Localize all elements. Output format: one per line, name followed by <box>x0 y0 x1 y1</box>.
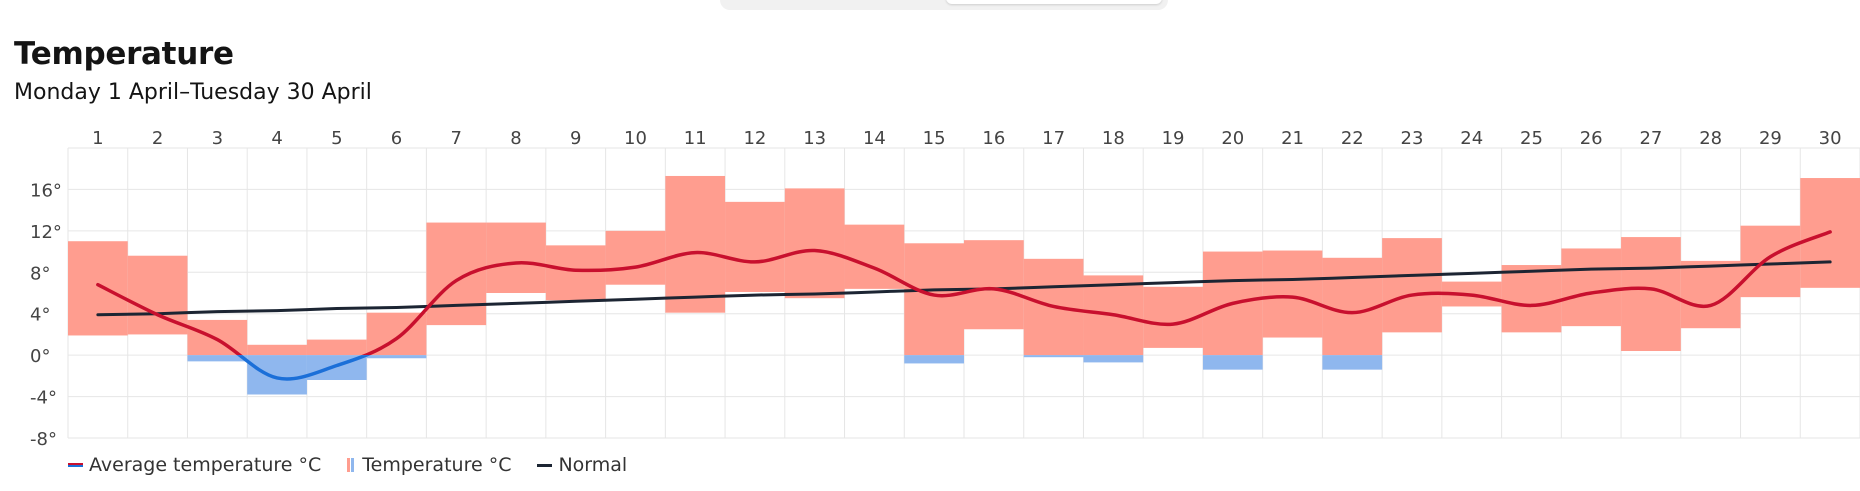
x-tick-label: 15 <box>923 128 946 149</box>
chart-legend: Average temperature °C Temperature °C No… <box>68 454 653 476</box>
normal-layer <box>96 260 1832 317</box>
temperature-bar-cold <box>904 355 964 364</box>
x-tick-label: 26 <box>1580 128 1603 149</box>
x-tick-label: 17 <box>1042 128 1065 149</box>
x-tick-label: 7 <box>451 128 462 149</box>
temperature-bar-warm <box>68 241 128 336</box>
temperature-chart: 16°12°8°4°0°-4°-8°1 2 3 4 5 6 7 8 9 10 11 12 13 14 15 1… <box>30 128 1860 450</box>
temperature-swatch-icon <box>347 458 355 472</box>
legend-item-normal[interactable]: Normal <box>537 454 627 476</box>
x-tick-label: 24 <box>1460 128 1483 149</box>
x-tick-label: 2 <box>152 128 163 149</box>
y-tick-label: 16° <box>30 180 62 201</box>
legend-item-average[interactable]: Average temperature °C <box>68 454 321 476</box>
normal-swatch-icon <box>537 463 553 467</box>
x-tick-label: 16 <box>982 128 1005 149</box>
temperature-bar-cold <box>1202 355 1263 370</box>
x-tick-label: 25 <box>1520 128 1543 149</box>
temperature-bar-warm <box>486 222 546 293</box>
average-line-warm <box>96 230 1832 356</box>
average-swatch-icon <box>68 463 83 467</box>
temperature-bar-warm <box>247 344 307 356</box>
x-tick-label: 21 <box>1281 128 1304 149</box>
temperature-bar-warm <box>725 201 785 292</box>
temperature-bar-warm <box>1501 265 1562 333</box>
legend-average-label: Average temperature °C <box>89 454 322 476</box>
x-tick-label: 29 <box>1759 128 1782 149</box>
ticks-layer: 16°12°8°4°0°-4°-8°1 2 3 4 5 6 7 8 9 10 11 12 13 14 15 1… <box>30 128 1842 450</box>
x-tick-label: 8 <box>510 128 521 149</box>
legend-temperature-label: Temperature °C <box>362 454 512 476</box>
temperature-bar-warm <box>426 222 487 326</box>
temperature-bar-warm <box>1322 257 1383 356</box>
chart-subtitle: Monday 1 April–Tuesday 30 April <box>14 80 372 105</box>
x-tick-label: 12 <box>743 128 766 149</box>
x-tick-label: 6 <box>391 128 402 149</box>
temperature-bar-warm <box>187 319 248 356</box>
temperature-bar-warm <box>904 243 964 356</box>
temperature-bar-warm <box>1740 225 1801 298</box>
x-tick-label: 14 <box>863 128 886 149</box>
x-tick-label: 20 <box>1221 128 1244 149</box>
top-tab-active[interactable] <box>946 0 1162 4</box>
x-tick-label: 18 <box>1102 128 1125 149</box>
temperature-bar-warm <box>964 240 1024 330</box>
x-tick-label: 23 <box>1401 128 1424 149</box>
avg-layer <box>96 230 1832 381</box>
temperature-bar-cold <box>1322 355 1383 370</box>
temperature-bar-warm <box>545 245 606 301</box>
y-tick-label: 8° <box>30 263 50 284</box>
x-tick-label: 10 <box>624 128 647 149</box>
temperature-bar-warm <box>1561 248 1622 327</box>
temperature-bar-cold <box>1023 355 1084 358</box>
temperature-bar-warm <box>1382 238 1442 333</box>
x-tick-label: 22 <box>1341 128 1364 149</box>
x-tick-label: 27 <box>1639 128 1662 149</box>
x-tick-label: 3 <box>212 128 223 149</box>
y-tick-label: 12° <box>30 222 62 243</box>
x-tick-label: 30 <box>1819 128 1842 149</box>
temperature-bar-cold <box>1083 355 1144 363</box>
top-tab-strip <box>720 0 1168 10</box>
y-tick-label: -8° <box>30 429 57 450</box>
x-tick-label: 4 <box>271 128 282 149</box>
x-tick-label: 9 <box>570 128 581 149</box>
y-tick-label: 4° <box>30 305 50 326</box>
x-tick-label: 11 <box>684 128 707 149</box>
temperature-bar-cold <box>187 355 248 362</box>
temperature-bar-warm <box>784 188 845 299</box>
x-tick-label: 5 <box>331 128 342 149</box>
legend-normal-label: Normal <box>558 454 628 476</box>
temperature-bar-warm <box>605 230 666 285</box>
normal-line <box>96 260 1832 317</box>
temperature-bar-warm <box>306 339 367 356</box>
chart-title: Temperature <box>14 36 234 72</box>
x-tick-label: 1 <box>92 128 103 149</box>
bars-layer <box>68 175 1860 395</box>
x-tick-label: 28 <box>1699 128 1722 149</box>
x-tick-label: 19 <box>1162 128 1185 149</box>
temperature-bar-warm <box>1262 250 1323 338</box>
legend-item-temperature[interactable]: Temperature °C <box>347 454 511 476</box>
y-tick-label: 0° <box>30 346 50 367</box>
temperature-bar-cold <box>247 355 307 395</box>
x-tick-label: 13 <box>803 128 826 149</box>
temperature-bar-warm <box>665 175 726 313</box>
y-tick-label: -4° <box>30 388 57 409</box>
temperature-bar-cold <box>366 355 427 359</box>
